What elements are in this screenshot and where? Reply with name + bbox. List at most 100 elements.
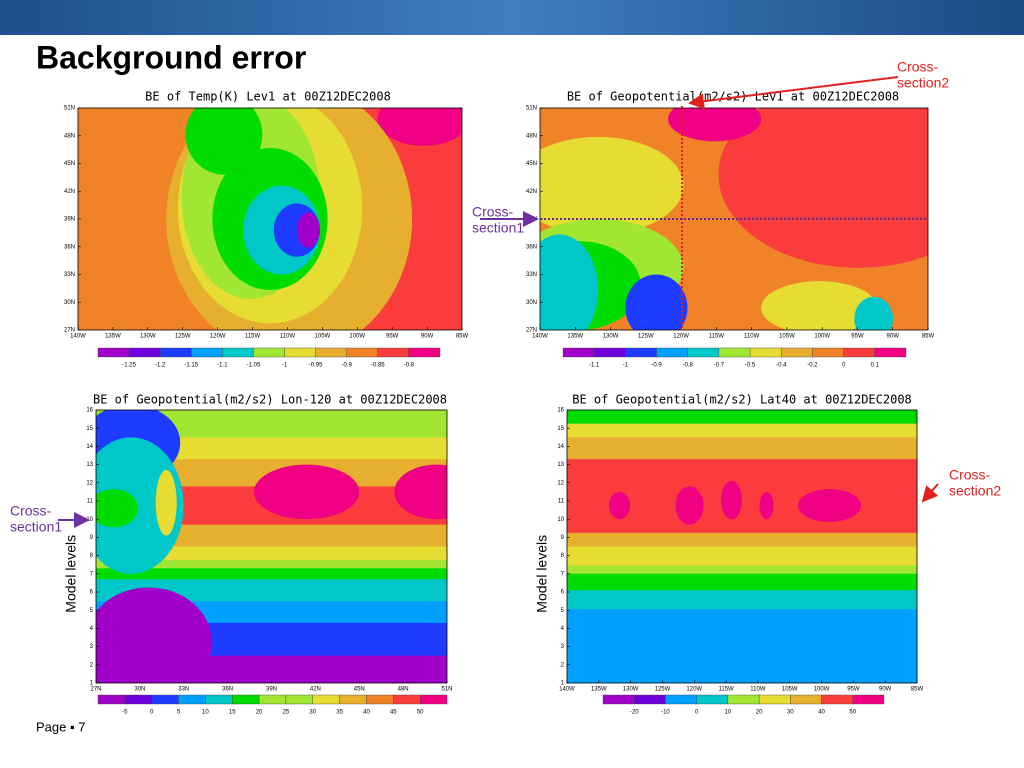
y-tick-label: 30N — [64, 300, 75, 306]
x-tick-label: 140W — [532, 334, 548, 340]
colorbar-label: -10 — [661, 710, 670, 716]
y-tick-label: 8 — [90, 553, 94, 559]
contour-blob — [854, 296, 894, 330]
colorbar-box — [781, 347, 813, 358]
colorbar-label: -20 — [630, 710, 639, 716]
colorbar-box — [602, 694, 635, 705]
x-tick-label: 140W — [559, 687, 575, 693]
contour-band — [567, 410, 917, 425]
x-tick-label: 95W — [851, 334, 864, 340]
y-tick-label: 36N — [64, 244, 75, 250]
colorbar-box — [821, 694, 853, 705]
y-tick-label: 16 — [86, 408, 93, 414]
contour-band — [96, 524, 447, 547]
colorbar-box — [656, 347, 688, 358]
colorbar-label: 10 — [202, 710, 209, 716]
x-tick-label: 85W — [911, 687, 924, 693]
contour-blob — [718, 108, 928, 268]
colorbar-box — [366, 694, 394, 705]
contour-blob — [540, 234, 599, 330]
plot-title: BE of Geopotential(m2/s2) Lev1 at 00Z12D… — [567, 90, 899, 104]
x-tick-label: 33N — [178, 687, 189, 693]
x-tick-label: 105W — [779, 334, 795, 340]
annotation: section2 — [949, 483, 1001, 499]
colorbar-label: 25 — [283, 710, 290, 716]
contour-band — [567, 565, 917, 575]
colorbar-label: 50 — [849, 710, 856, 716]
y-tick-label: 1 — [561, 681, 565, 687]
x-tick-label: 90W — [887, 334, 900, 340]
y-tick-label: 6 — [90, 590, 94, 596]
plot-panel: BE of Temp(K) Lev1 at 00Z12DEC2008 140W 13… — [64, 90, 469, 369]
y-axis-label: Model levels — [63, 535, 79, 613]
contour-blob — [540, 136, 684, 235]
y-tick-label: 12 — [557, 480, 564, 486]
y-tick-label: 16 — [557, 408, 564, 414]
contour-blob — [96, 587, 212, 683]
contour-field — [96, 410, 447, 683]
annotation: section1 — [10, 519, 62, 535]
colorbar-box — [315, 347, 347, 358]
x-tick-label: 36N — [222, 687, 233, 693]
y-tick-label: 13 — [557, 462, 564, 468]
x-tick-label: 125W — [638, 334, 654, 340]
contour-field — [567, 410, 917, 683]
x-tick-label: 125W — [655, 687, 671, 693]
y-tick-label: 8 — [561, 553, 565, 559]
colorbar-label: -1 — [282, 363, 288, 369]
colorbar-box — [222, 347, 254, 358]
plot-panel: BE of Geopotential(m2/s2) Lon-120 at 00Z… — [63, 393, 453, 716]
x-tick-label: 115W — [718, 687, 734, 693]
annotation: section1 — [472, 220, 524, 236]
colorbar-box — [874, 347, 907, 358]
y-tick-label: 15 — [86, 426, 93, 432]
x-tick-label: 95W — [847, 687, 860, 693]
colorbar-box — [97, 347, 130, 358]
contour-blob — [296, 212, 320, 248]
colorbar-label: 30 — [787, 710, 794, 716]
arrow — [921, 483, 939, 503]
contour-blob — [96, 489, 139, 528]
colorbar-label: -1.1 — [589, 363, 600, 369]
y-tick-label: 15 — [557, 426, 564, 432]
x-tick-label: 45N — [354, 687, 365, 693]
colorbar-label: 10 — [725, 710, 732, 716]
colorbar-box — [284, 347, 316, 358]
y-tick-label: 36N — [526, 244, 537, 250]
x-tick-label: 120W — [686, 687, 702, 693]
x-tick-label: 115W — [245, 334, 261, 340]
colorbar-label: 20 — [756, 710, 763, 716]
plot-title: BE of Temp(K) Lev1 at 00Z12DEC2008 — [145, 90, 391, 104]
colorbar-box — [205, 694, 233, 705]
colorbar-label: -1.1 — [217, 363, 228, 369]
y-tick-label: 6 — [561, 590, 565, 596]
x-tick-label: 100W — [349, 334, 365, 340]
colorbar-box — [285, 694, 313, 705]
contour-blob — [253, 464, 360, 520]
x-tick-label: 135W — [105, 334, 121, 340]
x-tick-label: 130W — [140, 334, 156, 340]
x-tick-label: 100W — [814, 687, 830, 693]
y-tick-label: 14 — [86, 444, 93, 450]
y-tick-label: 12 — [86, 480, 93, 486]
plot-panel: BE of Geopotential(m2/s2) Lat40 at 00Z12… — [534, 393, 924, 716]
x-tick-label: 135W — [591, 687, 607, 693]
colorbar-label: 15 — [229, 710, 236, 716]
colorbar-label: -0.9 — [342, 363, 353, 369]
y-tick-label: 3 — [561, 644, 565, 650]
y-tick-label: 27N — [526, 328, 537, 334]
colorbar-label: -1.25 — [122, 363, 136, 369]
annotation: Cross- — [10, 503, 52, 519]
contour-band — [567, 423, 917, 438]
y-tick-label: 7 — [561, 571, 565, 577]
contour-field — [540, 108, 928, 330]
colorbar-box — [151, 694, 179, 705]
x-tick-label: 30N — [134, 687, 145, 693]
colorbar-label: 0 — [150, 710, 154, 716]
x-tick-label: 130W — [603, 334, 619, 340]
y-tick-label: 27N — [64, 328, 75, 334]
x-tick-label: 110W — [750, 687, 766, 693]
colorbar-box — [408, 347, 441, 358]
